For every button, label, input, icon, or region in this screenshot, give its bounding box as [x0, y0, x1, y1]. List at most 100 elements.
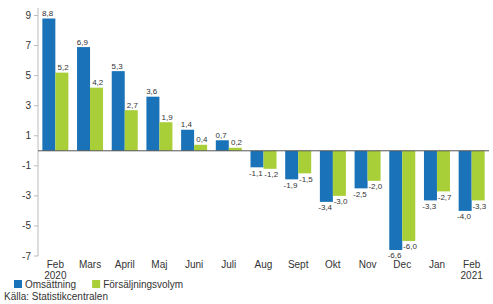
- data-label: 1,9: [162, 113, 174, 122]
- data-label: -6,0: [403, 242, 417, 251]
- source-note: Källa: Statistikcentralen: [4, 291, 108, 302]
- bar: [125, 110, 138, 151]
- data-label: 5,3: [111, 62, 123, 71]
- x-tick-label-line: Okt: [325, 259, 341, 270]
- x-tick-label-line: Mars: [79, 259, 101, 270]
- x-tick-label-line: Aug: [255, 259, 273, 270]
- data-label: 2,7: [127, 101, 139, 110]
- x-tick-label: Juli: [221, 259, 236, 270]
- bar: [55, 73, 68, 151]
- x-tick-label: Feb2020: [44, 259, 67, 281]
- bar: [355, 151, 368, 189]
- data-label: -2,5: [353, 190, 367, 199]
- bar: [333, 151, 346, 196]
- x-tick-label-line: Feb: [47, 259, 65, 270]
- bar: [437, 151, 450, 192]
- bar: [146, 97, 159, 151]
- x-tick-label: Jan: [429, 259, 445, 270]
- y-tick: [34, 135, 38, 136]
- x-tick-label-line: Feb: [463, 259, 481, 270]
- bar: [264, 151, 277, 169]
- bars: [42, 19, 484, 250]
- data-label: -1,9: [284, 181, 298, 190]
- data-label: 0,7: [216, 131, 228, 140]
- x-tick-label-line: Juli: [221, 259, 236, 270]
- y-tick: [34, 15, 38, 16]
- x-tick-label: Maj: [151, 259, 167, 270]
- data-label: -1,5: [299, 175, 313, 184]
- bar: [112, 71, 125, 151]
- data-label: 4,2: [92, 78, 104, 87]
- data-label: 8,8: [42, 9, 54, 18]
- bar: [320, 151, 333, 202]
- bar: [402, 151, 415, 241]
- y-tick-label: -7: [22, 251, 31, 262]
- bar: [389, 151, 402, 250]
- x-tick-label: Aug: [255, 259, 273, 270]
- bar: [90, 88, 103, 151]
- bar: [77, 47, 90, 151]
- bar: [194, 145, 207, 151]
- data-label: -2,7: [438, 193, 452, 202]
- y-tick-label: 1: [25, 130, 31, 141]
- x-tick-label: April: [115, 259, 135, 270]
- x-tick-label: Nov: [359, 259, 377, 270]
- zero-line: [38, 150, 489, 151]
- x-tick-label-line: Juni: [185, 259, 203, 270]
- bar: [285, 151, 298, 180]
- y-tick-label: 9: [25, 10, 31, 21]
- data-label: 0,4: [196, 135, 208, 144]
- data-label: -3,3: [422, 202, 436, 211]
- legend-swatch: [92, 280, 100, 288]
- data-label: -1,2: [264, 170, 278, 179]
- x-tick-label-line: Maj: [151, 259, 167, 270]
- data-label: -3,3: [472, 202, 486, 211]
- y-tick-label: 5: [25, 70, 31, 81]
- legend-label: Försäljningsvolym: [103, 279, 183, 290]
- data-label: -3,0: [334, 197, 348, 206]
- chart: -7-5-3-1135798,86,95,33,61,40,7-1,1-1,9-…: [0, 0, 493, 304]
- data-label: -1,1: [249, 169, 263, 178]
- x-tick-label: Feb2021: [461, 259, 484, 281]
- x-tick-label: Mars: [79, 259, 101, 270]
- x-tick-label-line: Dec: [393, 259, 411, 270]
- data-label: 0,2: [231, 138, 243, 147]
- x-tick-label: Dec: [393, 259, 411, 270]
- data-label: -3,4: [318, 203, 332, 212]
- x-tick-label-line: Jan: [429, 259, 445, 270]
- y-tick: [34, 165, 38, 166]
- bar: [424, 151, 437, 201]
- data-label: 6,9: [77, 38, 89, 47]
- y-tick: [34, 256, 38, 257]
- y-tick: [34, 225, 38, 226]
- bar: [181, 130, 194, 151]
- y-tick-label: -3: [22, 190, 31, 201]
- data-label: -4,0: [457, 212, 471, 221]
- x-tick-label-line: Nov: [359, 259, 377, 270]
- x-tick-label: Okt: [325, 259, 341, 270]
- x-tick-label: Sept: [288, 259, 309, 270]
- data-label: 5,2: [57, 63, 69, 72]
- y-tick-label: 3: [25, 100, 31, 111]
- data-label: -2,0: [368, 182, 382, 191]
- bar: [216, 140, 229, 151]
- bar: [251, 151, 264, 168]
- y-tick: [34, 75, 38, 76]
- bar: [298, 151, 311, 174]
- legend-label: Omsättning: [25, 279, 76, 290]
- data-label: 1,4: [181, 120, 193, 129]
- bar: [459, 151, 472, 211]
- x-tick-label-line: April: [115, 259, 135, 270]
- y-tick-label: -5: [22, 220, 31, 231]
- bar: [368, 151, 381, 181]
- bar: [42, 19, 55, 151]
- y-tick: [34, 105, 38, 106]
- x-tick-label-line: 2021: [461, 270, 484, 281]
- legend-swatch: [14, 280, 22, 288]
- x-tick-label-line: Sept: [288, 259, 309, 270]
- y-tick-label: -1: [22, 160, 31, 171]
- y-tick: [34, 195, 38, 196]
- y-tick-label: 7: [25, 40, 31, 51]
- data-label: 3,6: [146, 87, 158, 96]
- y-tick: [34, 45, 38, 46]
